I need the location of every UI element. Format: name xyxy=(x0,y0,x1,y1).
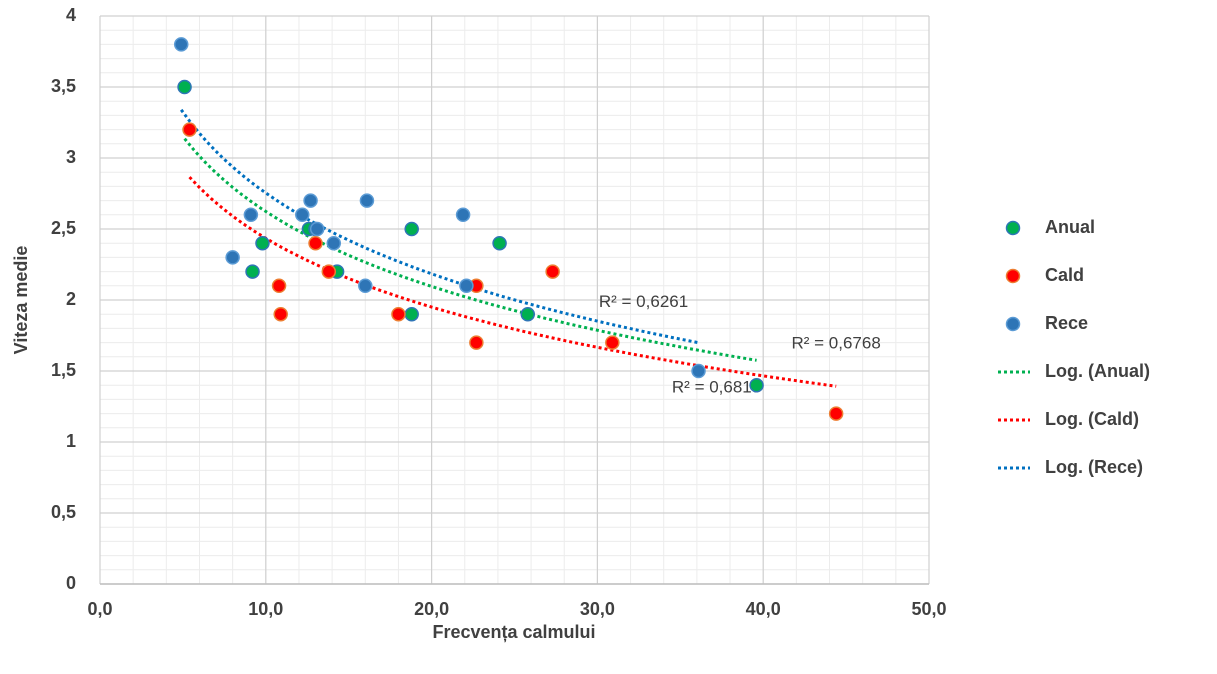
r-squared-label: R² = 0,6261 xyxy=(599,292,688,311)
legend-marker xyxy=(1005,268,1021,284)
point xyxy=(271,278,287,294)
point xyxy=(303,193,318,208)
r-squared-label: R² = 0,6768 xyxy=(791,334,880,353)
x-tick-label: 50,0 xyxy=(911,599,946,619)
point xyxy=(243,207,259,223)
legend-marker xyxy=(1005,220,1021,236)
point xyxy=(245,264,260,279)
point xyxy=(173,37,189,52)
point xyxy=(273,306,288,322)
point xyxy=(605,335,620,350)
point xyxy=(358,278,373,294)
point xyxy=(182,122,197,137)
x-tick-label: 40,0 xyxy=(746,599,781,619)
legend-marker xyxy=(1005,316,1021,332)
legend-label: Anual xyxy=(1045,217,1095,237)
y-tick-label: 2,5 xyxy=(51,218,76,238)
point xyxy=(404,306,419,322)
point xyxy=(455,207,471,223)
x-axis-title: Frecvența calmului xyxy=(432,622,595,642)
point xyxy=(459,278,474,294)
y-tick-label: 2 xyxy=(66,289,76,309)
point xyxy=(255,235,270,251)
y-axis-title: Viteza medie xyxy=(11,246,31,355)
legend-label: Rece xyxy=(1045,313,1088,333)
point xyxy=(308,235,323,251)
point xyxy=(309,221,325,237)
point xyxy=(359,193,375,208)
point xyxy=(177,79,192,95)
y-tick-label: 3 xyxy=(66,147,76,167)
x-tick-label: 10,0 xyxy=(248,599,283,619)
trendline xyxy=(188,176,837,388)
x-tick-label: 0,0 xyxy=(87,599,112,619)
trendline xyxy=(179,108,699,345)
y-tick-label: 1 xyxy=(66,431,76,451)
legend-label: Log. (Rece) xyxy=(1045,457,1143,477)
point xyxy=(492,235,507,251)
point xyxy=(404,221,419,237)
trendline xyxy=(183,137,757,362)
point xyxy=(691,363,706,379)
x-tick-label: 30,0 xyxy=(580,599,615,619)
point xyxy=(749,377,764,393)
point xyxy=(295,207,310,223)
legend-label: Cald xyxy=(1045,265,1084,285)
y-tick-label: 3,5 xyxy=(51,76,76,96)
y-tick-label: 0,5 xyxy=(51,502,76,522)
y-tick-label: 4 xyxy=(66,5,76,25)
point xyxy=(321,264,337,279)
legend-label: Log. (Anual) xyxy=(1045,361,1150,381)
point xyxy=(225,250,240,265)
point xyxy=(326,235,342,251)
point xyxy=(828,406,844,421)
point xyxy=(469,335,484,350)
y-tick-label: 0 xyxy=(66,573,76,593)
point xyxy=(520,306,536,322)
point xyxy=(545,264,560,279)
point xyxy=(391,306,406,322)
y-tick-label: 1,5 xyxy=(51,360,76,380)
r-squared-label: R² = 0,6819 xyxy=(672,378,761,397)
legend-label: Log. (Cald) xyxy=(1045,409,1139,429)
x-tick-label: 20,0 xyxy=(414,599,449,619)
